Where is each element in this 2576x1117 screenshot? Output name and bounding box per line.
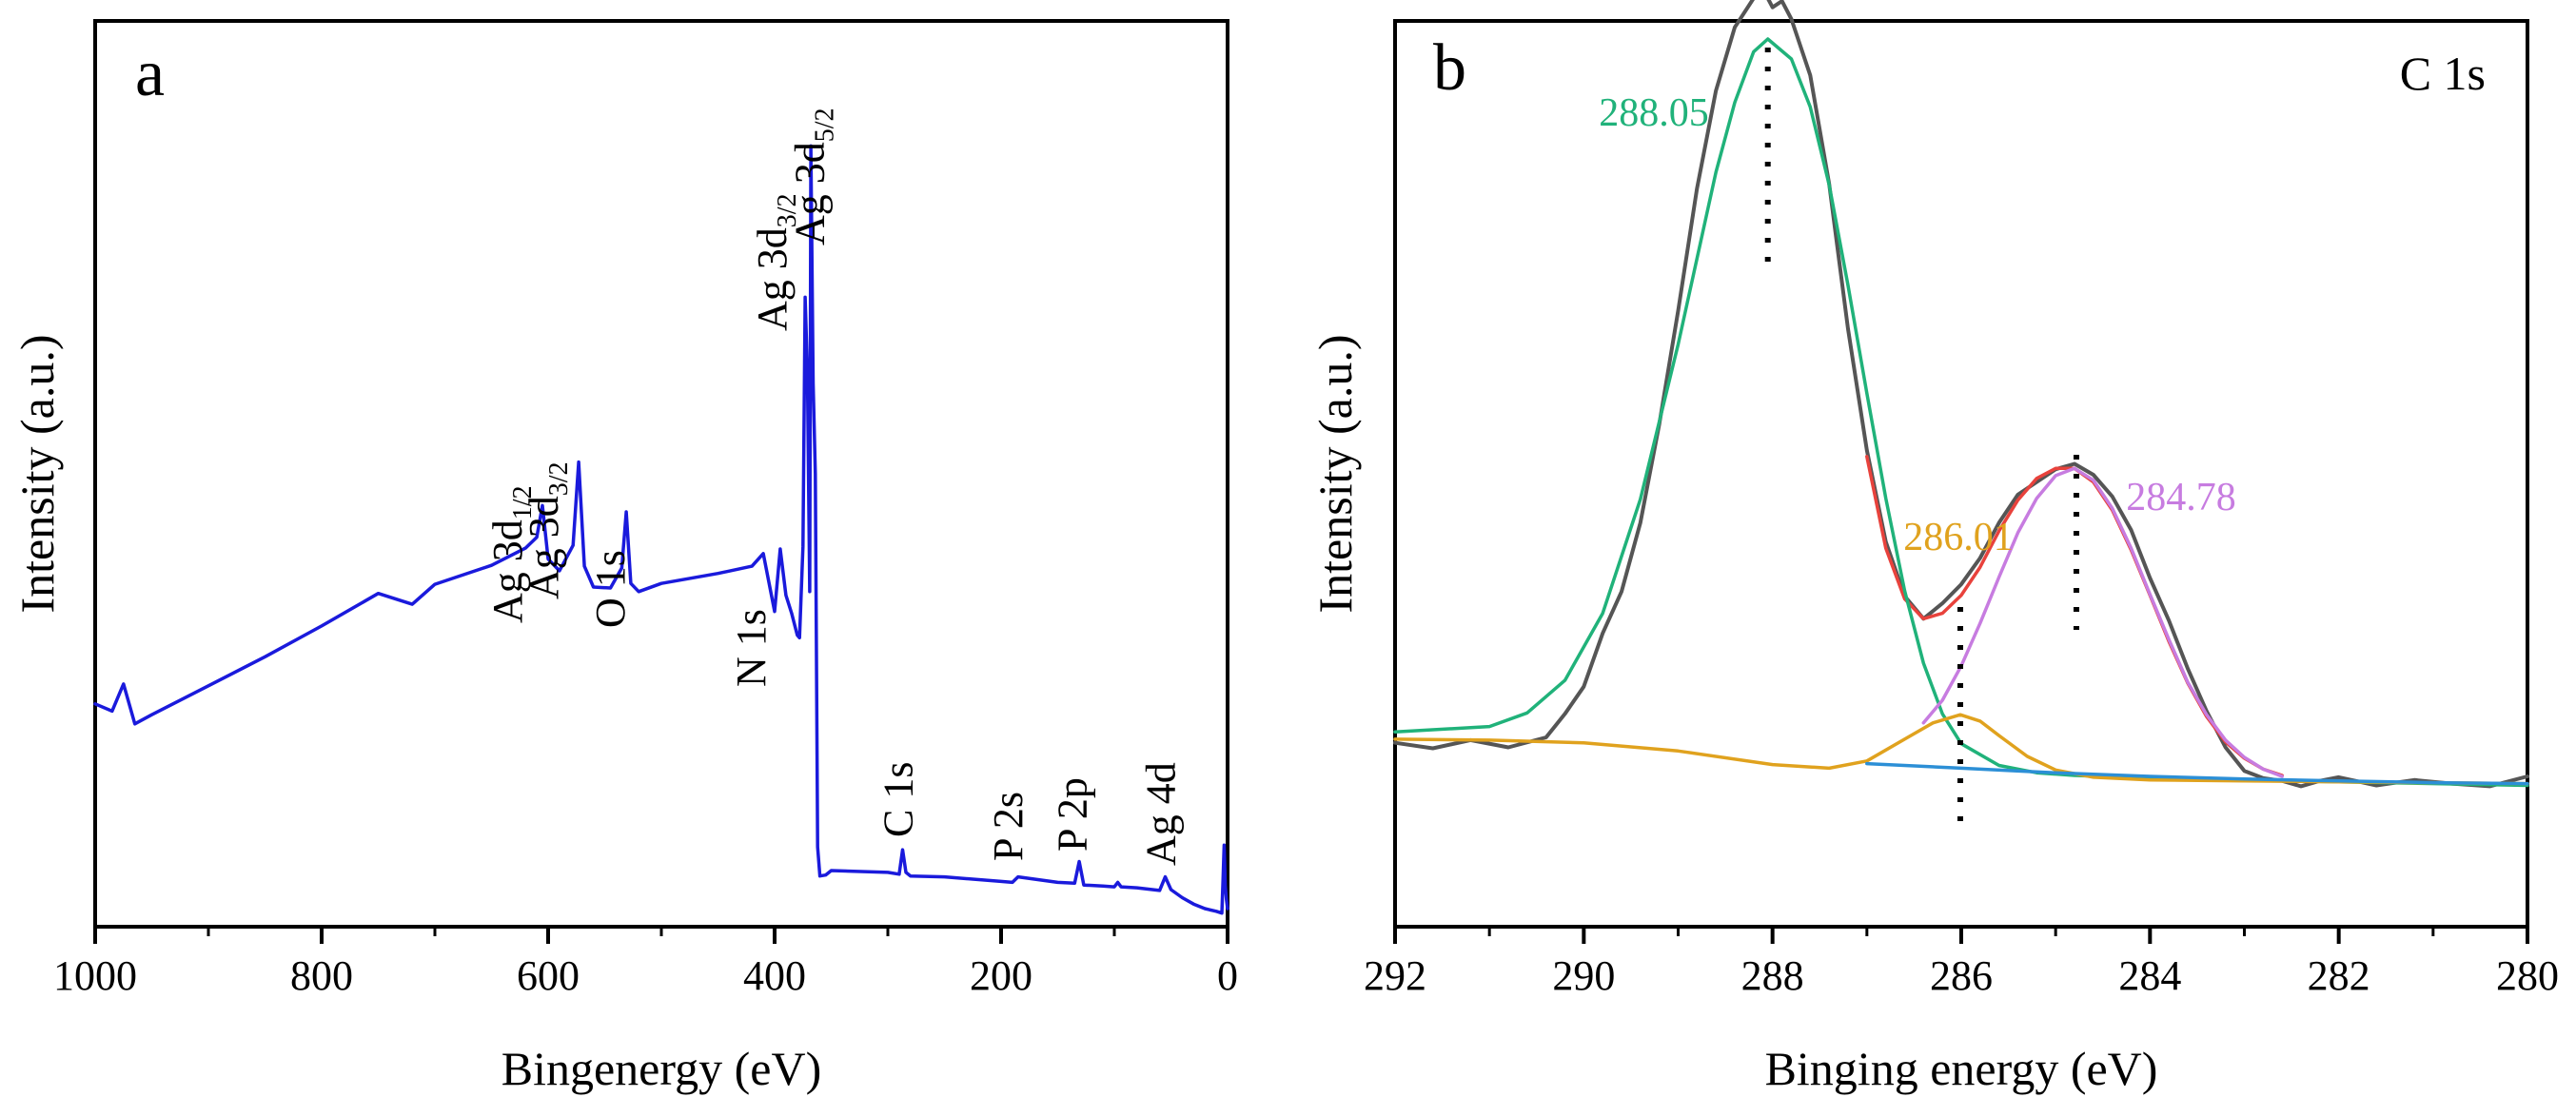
panel-b-peak-curve-2 <box>1393 37 2529 788</box>
panel-b-x-axis-label: Binging energy (eV) <box>1765 1042 2158 1095</box>
panel-a-peak-label: N 1s <box>728 609 775 687</box>
panel-a-series-curve-0 <box>93 144 1229 915</box>
panel-a-peak-label: Ag 3d3/2 <box>521 461 574 599</box>
panel-b-tick-label: 282 <box>2308 952 2370 999</box>
panel-b-x-ticks: 292 290 288 286 284 282 280 <box>1364 927 2559 999</box>
panel-a-survey-spectrum: a 1000 800 600 400 200 0 Ag 3d1/2Ag 3d3/2O 1s… <box>10 19 1238 1095</box>
peak-label-text: Ag 3d <box>786 142 833 245</box>
peak-label-subscript: 5/2 <box>810 108 839 142</box>
panel-a-peak-label: Ag 3d3/2 <box>749 193 802 331</box>
panel-b-annotations: 288.05 286.01 284.78 <box>1599 48 2236 830</box>
panel-b-tick-label: 288 <box>1741 952 1804 999</box>
panel-a-tick-label: 1000 <box>53 952 137 999</box>
panel-a-tick-label: 600 <box>517 952 580 999</box>
panel-b-peak-label: 284.78 <box>2126 476 2236 519</box>
panel-b-curves <box>1393 0 2529 789</box>
panel-a-letter: a <box>135 37 165 110</box>
peak-label-subscript: 1/2 <box>508 485 538 519</box>
panel-a-x-ticks: 1000 800 600 400 200 0 <box>53 927 1238 999</box>
panel-a-peak-label: Ag 4d <box>1138 762 1185 866</box>
panel-a-curves <box>93 144 1229 915</box>
peak-label-text: P 2s <box>985 792 1032 861</box>
panel-a-peak-label: C 1s <box>875 762 922 837</box>
panel-a-peak-label: P 2s <box>985 792 1032 861</box>
peak-label-text: N 1s <box>728 609 775 687</box>
panel-a-tick-label: 800 <box>290 952 353 999</box>
panel-a-peak-label: P 2p <box>1050 777 1096 852</box>
panel-a-tick-label: 0 <box>1217 952 1238 999</box>
panel-b-tick-label: 284 <box>2118 952 2181 999</box>
panel-b-frame <box>1393 19 2529 929</box>
panel-b-peak-curve-3 <box>1393 713 2529 786</box>
panel-b-peak-label: 286.01 <box>1903 516 2014 559</box>
panel-b-y-axis-label: Intensity (a.u.) <box>1308 335 1362 614</box>
panel-b-letter: b <box>1433 31 1466 105</box>
peak-label-text: Ag 3d <box>484 519 531 623</box>
panel-b-corner-label: C 1s <box>2400 47 2486 100</box>
panel-b-peak-curve-4 <box>1921 466 2284 778</box>
panel-a-peak-label: O 1s <box>587 550 634 628</box>
peak-label-text: C 1s <box>875 762 922 837</box>
peak-label-text: Ag 3d <box>749 227 796 331</box>
peak-label-text: P 2p <box>1050 777 1096 852</box>
panel-a-x-axis-label: Bingenergy (eV) <box>501 1042 821 1095</box>
panel-b-tick-label: 290 <box>1552 952 1615 999</box>
panel-a-peak-label: Ag 3d1/2 <box>484 485 538 623</box>
panel-b-baseline-curve-5 <box>1865 761 2529 786</box>
panel-b-peak-label: 288.05 <box>1599 91 1709 135</box>
peak-label-text: O 1s <box>587 550 634 628</box>
panel-a-peak-label: Ag 3d5/2 <box>786 108 839 245</box>
peak-label-text: Ag 3d <box>521 496 567 599</box>
panel-b-c1s-spectrum: b C 1s 292 290 288 286 284 282 280 288.05 286.0… <box>1308 0 2559 1095</box>
panel-b-tick-label: 292 <box>1364 952 1426 999</box>
panel-a-tick-label: 400 <box>743 952 806 999</box>
peak-label-subscript: 3/2 <box>544 461 574 496</box>
panel-a-y-axis-label: Intensity (a.u.) <box>10 335 64 614</box>
peak-label-subscript: 3/2 <box>773 193 802 227</box>
panel-a-tick-label: 200 <box>970 952 1032 999</box>
panel-b-tick-label: 280 <box>2496 952 2559 999</box>
peak-label-text: Ag 4d <box>1138 762 1185 866</box>
panel-b-tick-label: 286 <box>1930 952 1993 999</box>
